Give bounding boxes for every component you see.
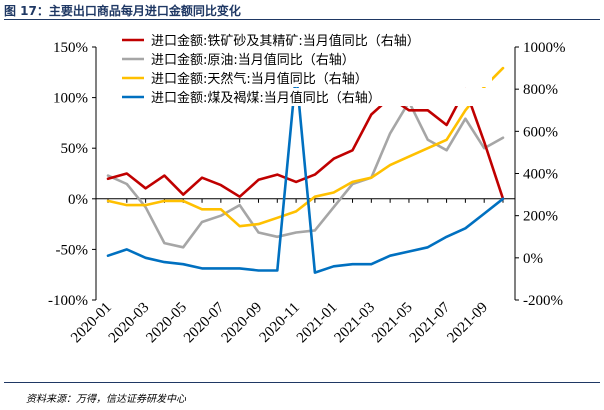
left-tick-label: -100% bbox=[48, 293, 88, 309]
chart: 150% 100% 50% 0% -50% -100% 1000% 800% 600% 400% 2… bbox=[48, 31, 566, 347]
legend-bg bbox=[114, 50, 492, 68]
series-lines bbox=[106, 66, 505, 274]
x-tick-label: 2021-03 bbox=[331, 300, 378, 347]
x-tick-label: 2021-07 bbox=[407, 299, 454, 346]
left-tick-label: 100% bbox=[53, 91, 88, 107]
right-tick-label: 800% bbox=[523, 82, 558, 98]
x-tick-label: 2021-05 bbox=[369, 300, 416, 347]
legend-bg bbox=[114, 31, 492, 49]
left-tick-label: 50% bbox=[61, 141, 89, 157]
legend-bg bbox=[114, 69, 492, 87]
x-tick-label: 2021-09 bbox=[444, 300, 491, 347]
x-tick-label: 2020-09 bbox=[219, 300, 266, 347]
left-tick-label: 150% bbox=[53, 40, 88, 56]
right-tick-label: 0% bbox=[523, 251, 543, 267]
legend: 进口金额:铁矿砂及其精矿:当月值同比（右轴） 进口金额:原油:当月值同比（右轴） 进… bbox=[114, 31, 492, 106]
x-tick-label: 2020-11 bbox=[257, 300, 303, 346]
source-rule bbox=[4, 382, 600, 383]
left-tick-label: -50% bbox=[56, 242, 89, 258]
source-note: 资料来源：万得，信达证券研发中心 bbox=[26, 394, 186, 405]
series-line-natural_gas bbox=[106, 66, 505, 228]
right-tick-label: 200% bbox=[523, 209, 558, 225]
figure-title: 图 17：主要出口商品每月进口金额同比变化 bbox=[4, 4, 241, 18]
right-tick-label: 400% bbox=[523, 167, 558, 183]
title-rule bbox=[4, 19, 600, 20]
x-tick-label: 2021-01 bbox=[294, 300, 341, 347]
right-tick-label: -200% bbox=[523, 293, 563, 309]
right-tick-label: 600% bbox=[523, 124, 558, 140]
series-line-coal bbox=[106, 71, 505, 274]
legend-label-natural_gas: 进口金额:天然气:当月值同比（右轴） bbox=[151, 71, 368, 87]
legend-label-coal: 进口金额:煤及褐煤:当月值同比（右轴） bbox=[151, 90, 381, 106]
x-tick-label: 2020-07 bbox=[181, 299, 228, 346]
x-tick-label: 2020-05 bbox=[143, 300, 190, 347]
right-tick-label: 1000% bbox=[523, 40, 566, 56]
legend-bg bbox=[114, 88, 492, 106]
left-tick-label: 0% bbox=[68, 192, 88, 208]
legend-label-crude_oil: 进口金额:原油:当月值同比（右轴） bbox=[151, 52, 355, 68]
legend-label-iron_ore: 进口金额:铁矿砂及其精矿:当月值同比（右轴） bbox=[151, 33, 420, 49]
x-tick-label: 2020-03 bbox=[106, 300, 153, 347]
